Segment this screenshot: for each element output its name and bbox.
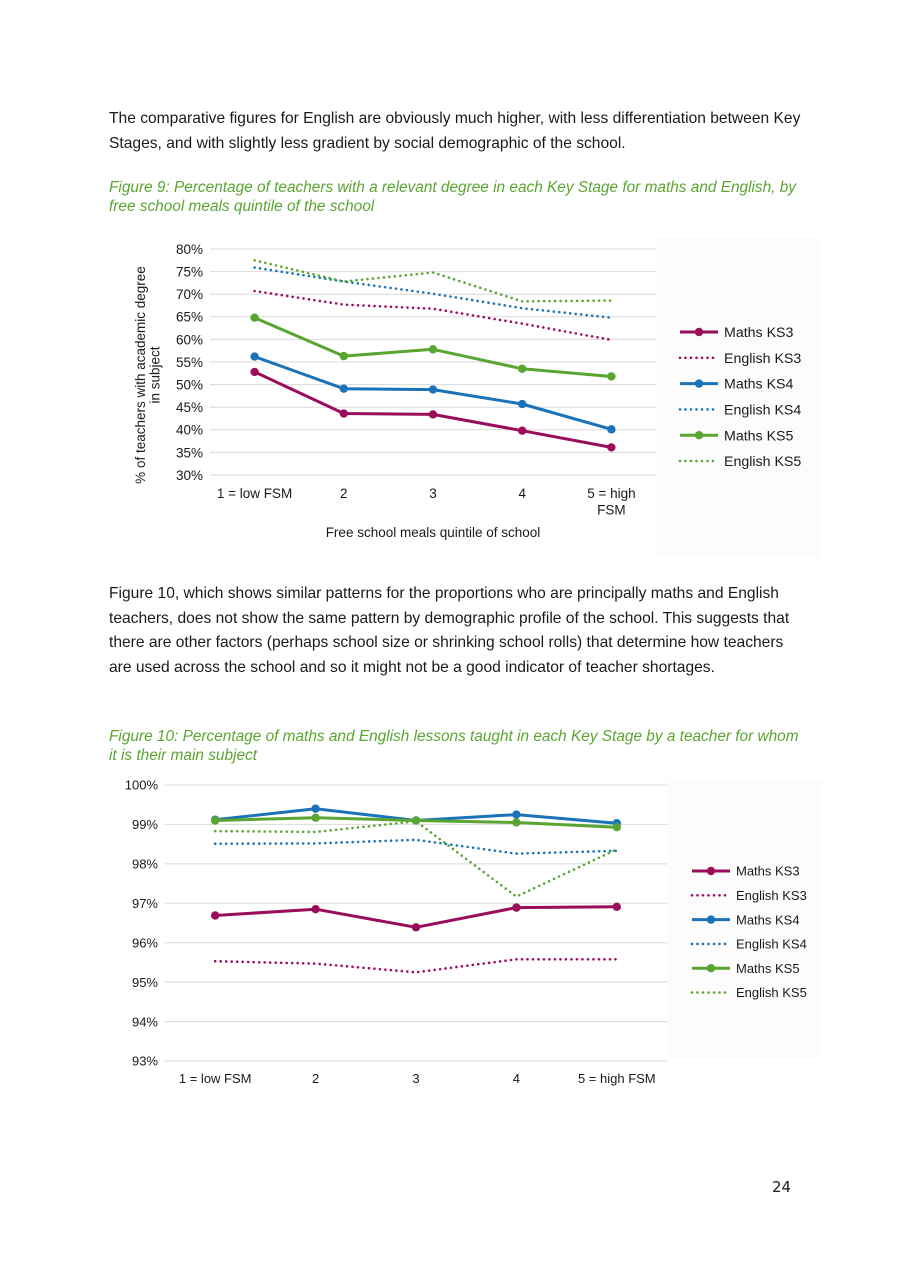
- x-tick-label: 5 = high FSM: [587, 486, 635, 518]
- x-axis-title: Free school meals quintile of school: [326, 525, 541, 540]
- data-point-maths-ks3: [428, 410, 438, 419]
- x-tick-label: 1 = low FSM: [179, 1071, 252, 1086]
- chart-panel: [656, 238, 821, 558]
- series-line-english-ks5: [213, 820, 619, 898]
- series-line-english-ks4: [213, 838, 619, 855]
- y-tick-label: 93%: [132, 1054, 158, 1069]
- data-point-maths-ks5: [512, 818, 521, 827]
- figure-9-caption: Figure 9: Percentage of teachers with a …: [109, 179, 796, 215]
- data-point-maths-ks3: [250, 367, 259, 377]
- legend-marker-maths-ks4: [706, 915, 716, 924]
- legend-label-english-ks5: English KS5: [736, 985, 807, 1000]
- data-point-maths-ks4: [607, 425, 616, 434]
- x-tick-label: 4: [513, 1071, 520, 1086]
- legend-label-maths-ks5: Maths KS5: [736, 961, 800, 976]
- figure-10-caption: Figure 10: Percentage of maths and Engli…: [109, 728, 799, 764]
- y-tick-label: 97%: [132, 896, 158, 911]
- legend-label-english-ks3: English KS3: [736, 888, 807, 903]
- y-tick-label: 99%: [132, 817, 158, 832]
- data-point-maths-ks5: [250, 313, 259, 322]
- data-point-maths-ks5: [211, 816, 220, 825]
- x-tick-label: 4: [518, 486, 526, 501]
- figure-9-line-chart: 30% 35% 40% 45% 50% 55% 60% 65% 70% 75% 80% 1 = low…: [133, 238, 821, 558]
- y-tick-label: 75%: [176, 264, 203, 279]
- y-tick-label: 100%: [125, 778, 159, 793]
- data-point-maths-ks3: [518, 426, 527, 435]
- figure-10-line-chart: 93% 94% 95% 96% 97% 98% 99% 100% 1 = low FSM 2 3 4 5…: [124, 777, 807, 1086]
- legend-marker-maths-ks4: [694, 379, 704, 388]
- y-tick-label: 45%: [176, 400, 203, 415]
- data-point-maths-ks3: [211, 911, 220, 920]
- data-point-maths-ks3: [339, 409, 348, 418]
- y-tick-label: 95%: [132, 975, 158, 990]
- y-tick-label: 94%: [132, 1014, 158, 1029]
- x-tick-label: 3: [412, 1071, 419, 1086]
- data-point-maths-ks5: [339, 351, 348, 361]
- legend-marker-maths-ks5: [694, 431, 704, 440]
- y-tick-label: 35%: [176, 445, 203, 460]
- legend-label-maths-ks3: Maths KS3: [736, 864, 800, 879]
- legend-marker-maths-ks5: [706, 964, 716, 973]
- y-tick-label: 65%: [176, 310, 203, 325]
- y-axis-title: % of teachers with academic degreein sub…: [133, 266, 163, 484]
- series-line-english-ks5: [253, 259, 613, 303]
- y-tick-label: 80%: [176, 242, 203, 257]
- page-number: 24: [772, 1178, 792, 1196]
- data-point-maths-ks4: [339, 384, 348, 393]
- paragraph-intro: The comparative figures for English are …: [109, 110, 801, 152]
- legend-label-english-ks4: English KS4: [736, 937, 807, 952]
- y-tick-label: 60%: [176, 332, 203, 347]
- legend-label-maths-ks4: Maths KS4: [724, 377, 794, 393]
- y-tick-label: 98%: [132, 857, 158, 872]
- data-point-maths-ks4: [428, 385, 438, 394]
- y-tick-label: 96%: [132, 935, 158, 950]
- data-point-maths-ks4: [512, 810, 521, 819]
- series-line-english-ks4: [253, 266, 613, 319]
- legend-label-english-ks4: English KS4: [724, 403, 801, 419]
- data-point-maths-ks5: [612, 822, 621, 832]
- y-tick-label: 70%: [176, 287, 203, 302]
- data-point-maths-ks3: [607, 443, 616, 452]
- y-tick-label: 50%: [176, 377, 203, 392]
- paragraph-figure-10: Figure 10, which shows similar patterns …: [109, 585, 790, 676]
- y-tick-label: 40%: [176, 423, 203, 438]
- legend-label-maths-ks4: Maths KS4: [736, 912, 800, 927]
- legend-label-maths-ks5: Maths KS5: [724, 428, 794, 444]
- y-tick-label: 55%: [176, 355, 203, 370]
- x-tick-label: 3: [429, 486, 437, 501]
- data-point-maths-ks5: [311, 813, 320, 822]
- y-tick-label: 30%: [176, 468, 203, 483]
- legend-label-maths-ks3: Maths KS3: [724, 325, 794, 341]
- data-point-maths-ks3: [512, 903, 521, 912]
- data-point-maths-ks5: [607, 372, 616, 381]
- x-tick-label: 2: [340, 486, 348, 501]
- data-point-maths-ks4: [250, 352, 259, 361]
- x-tick-label: 1 = low FSM: [217, 486, 292, 501]
- data-point-maths-ks5: [518, 364, 527, 373]
- legend-marker-maths-ks3: [694, 327, 704, 337]
- data-point-maths-ks4: [311, 804, 320, 813]
- data-point-maths-ks3: [311, 905, 320, 914]
- x-tick-label: 5 = high FSM: [578, 1071, 656, 1086]
- data-point-maths-ks4: [518, 399, 527, 409]
- series-line-english-ks3: [213, 958, 619, 974]
- legend-marker-maths-ks3: [706, 866, 716, 876]
- data-point-maths-ks3: [612, 902, 621, 912]
- x-tick-label: 2: [312, 1071, 319, 1086]
- data-point-maths-ks3: [411, 923, 421, 932]
- legend-label-english-ks5: English KS5: [724, 454, 801, 470]
- legend-label-english-ks3: English KS3: [724, 351, 801, 367]
- series-line-english-ks3: [253, 289, 613, 342]
- data-point-maths-ks5: [428, 345, 438, 354]
